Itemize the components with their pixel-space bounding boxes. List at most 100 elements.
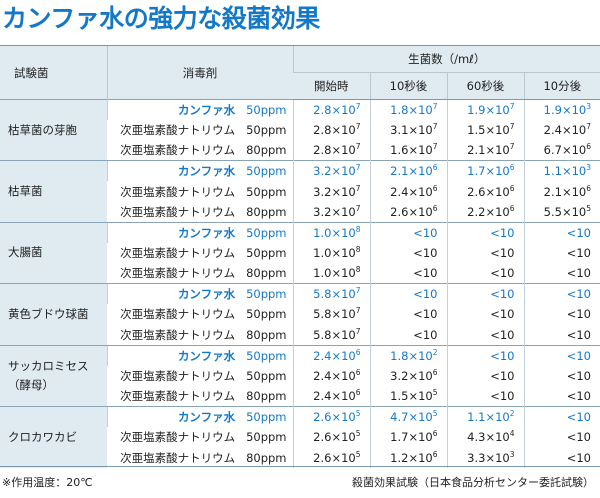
concentration: 50ppm xyxy=(246,103,287,117)
count-cell: 1.8×107 xyxy=(369,99,447,120)
count-mantissa: 1.1×10 xyxy=(543,164,587,179)
count-cell: 3.3×103 xyxy=(446,447,524,468)
concentration: 50ppm xyxy=(246,430,287,445)
disinfectant-cell: カンファ水 50ppm xyxy=(106,405,293,427)
count-mantissa: <10 xyxy=(566,388,592,403)
table-row: 次亜塩素酸ナトリウム 50ppm 1.0×108 <10 <10 <10 xyxy=(0,242,600,264)
count-cell: 2.2×106 xyxy=(446,201,524,223)
count-mantissa: <10 xyxy=(566,225,592,240)
count-mantissa: 1.9×10 xyxy=(543,103,587,117)
count-cell: <10 xyxy=(523,385,600,407)
count-mantissa: <10 xyxy=(413,307,438,322)
count-cell: <10 xyxy=(446,344,524,366)
count-cell: 2.8×107 xyxy=(292,120,370,141)
concentration: 50ppm xyxy=(246,245,287,260)
count-exponent: 7 xyxy=(355,306,361,316)
count-cell: <10 xyxy=(523,221,600,243)
count-mantissa: 1.0×10 xyxy=(313,225,356,240)
count-cell: 2.4×106 xyxy=(292,344,370,366)
count-cell: <10 xyxy=(446,242,524,264)
count-mantissa: 3.2×10 xyxy=(390,368,433,383)
count-cell: <10 xyxy=(369,263,447,284)
header-disinfectant: 消毒剤 xyxy=(106,45,293,100)
count-mantissa: 1.5×10 xyxy=(390,388,433,403)
disinfectant-name: カンファ水 xyxy=(177,103,236,117)
count-mantissa: 2.8×10 xyxy=(313,123,356,138)
count-exponent: 6 xyxy=(586,142,592,152)
count-cell: 3.1×107 xyxy=(369,120,447,141)
count-mantissa: <10 xyxy=(413,245,438,260)
table-row: 次亜塩素酸ナトリウム 50ppm 2.4×106 3.2×106 <10 <10 xyxy=(0,365,600,386)
disinfectant-name: 次亜塩素酸ナトリウム xyxy=(120,450,236,465)
count-cell: <10 xyxy=(523,344,600,366)
organism-name: サッカロミセス xyxy=(8,358,89,373)
disinfectant-cell: 次亜塩素酸ナトリウム 50ppm xyxy=(107,366,293,386)
count-exponent: 7 xyxy=(355,163,361,173)
count-exponent: 6 xyxy=(355,367,361,377)
disinfectant-name: 次亜塩素酸ナトリウム xyxy=(120,430,236,445)
count-mantissa: <10 xyxy=(490,327,515,342)
count-exponent: 5 xyxy=(432,387,438,397)
count-cell: 1.5×107 xyxy=(446,120,524,141)
disinfectant-name: カンファ水 xyxy=(177,287,236,302)
count-exponent: 7 xyxy=(355,122,361,132)
count-exponent: 7 xyxy=(355,203,361,213)
count-mantissa: 2.6×10 xyxy=(467,184,510,199)
bactericidal-effect-table: 試験菌 消毒剤 生菌数（/mℓ） 開始時 10秒後 60秒後 10分後 枯草菌の… xyxy=(0,45,600,468)
concentration: 50ppm xyxy=(246,287,287,302)
disinfectant-name: 次亜塩素酸ナトリウム xyxy=(120,245,236,260)
footnote-temperature: ※作用温度：20℃ xyxy=(2,476,93,489)
count-mantissa: 1.7×10 xyxy=(467,164,510,179)
disinfectant-cell: 次亜塩素酸ナトリウム 80ppm xyxy=(107,325,293,346)
organism-name: （酵母） xyxy=(8,377,54,392)
count-cell: <10 xyxy=(369,242,447,264)
count-mantissa: 5.5×10 xyxy=(543,204,587,219)
count-mantissa: <10 xyxy=(490,266,515,281)
count-cell: 5.8×107 xyxy=(292,324,370,346)
count-cell: <10 xyxy=(446,283,524,305)
count-cell: <10 xyxy=(523,447,600,468)
organism-cell: 枯草菌 xyxy=(0,160,107,223)
disinfectant-name: 次亜塩素酸ナトリウム xyxy=(120,123,236,138)
header-time-60sec: 60秒後 xyxy=(446,72,524,100)
concentration: 80ppm xyxy=(246,327,287,342)
count-cell: 2.4×106 xyxy=(369,181,447,202)
count-cell: 1.7×106 xyxy=(369,426,447,448)
count-cell: 1.5×105 xyxy=(369,385,447,407)
count-mantissa: 2.6×10 xyxy=(313,409,356,424)
concentration: 50ppm xyxy=(246,184,287,199)
header-bacterial-count: 生菌数（/mℓ） xyxy=(292,45,600,73)
count-cell: 2.4×107 xyxy=(523,120,600,141)
count-mantissa: 3.2×10 xyxy=(313,164,356,179)
count-mantissa: 1.0×10 xyxy=(313,245,356,260)
count-mantissa: <10 xyxy=(566,266,592,281)
table-row: 次亜塩素酸ナトリウム 80ppm 1.0×108 <10 <10 <10 xyxy=(0,263,600,284)
count-cell: 1.1×102 xyxy=(446,405,524,427)
table-row: 次亜塩素酸ナトリウム 50ppm 2.6×105 1.7×106 4.3×104 <10 xyxy=(0,426,600,448)
disinfectant-cell: カンファ水 50ppm xyxy=(106,221,293,243)
table-body: 枯草菌の芽胞 カンファ水 50ppm 2.8×107 1.8×107 1.9×107 1.… xyxy=(0,98,600,468)
count-mantissa: 2.6×10 xyxy=(313,450,356,465)
count-exponent: 6 xyxy=(432,449,438,459)
count-mantissa: 6.7×10 xyxy=(543,143,587,158)
count-cell: 2.8×107 xyxy=(292,99,370,120)
count-cell: <10 xyxy=(446,365,524,386)
count-exponent: 3 xyxy=(586,102,592,111)
count-mantissa: 1.6×10 xyxy=(390,143,433,158)
footnote-test-source: 殺菌効果試験（日本食品分析センター委託試験） xyxy=(352,476,594,489)
count-cell: <10 xyxy=(523,405,600,427)
count-mantissa: 3.1×10 xyxy=(390,123,433,138)
count-cell: 2.4×106 xyxy=(292,365,370,386)
count-cell: 2.1×106 xyxy=(369,160,447,182)
count-cell: 1.8×102 xyxy=(369,344,447,366)
count-mantissa: 2.6×10 xyxy=(313,430,356,445)
count-mantissa: 3.3×10 xyxy=(467,450,510,465)
count-mantissa: <10 xyxy=(566,348,592,363)
count-exponent: 7 xyxy=(509,102,515,111)
disinfectant-cell: 次亜塩素酸ナトリウム 50ppm xyxy=(107,243,293,263)
disinfectant-cell: 次亜塩素酸ナトリウム 50ppm xyxy=(107,304,293,324)
count-mantissa: 1.7×10 xyxy=(390,430,433,445)
count-mantissa: <10 xyxy=(490,368,515,383)
count-exponent: 7 xyxy=(432,142,438,152)
count-exponent: 2 xyxy=(509,408,515,418)
